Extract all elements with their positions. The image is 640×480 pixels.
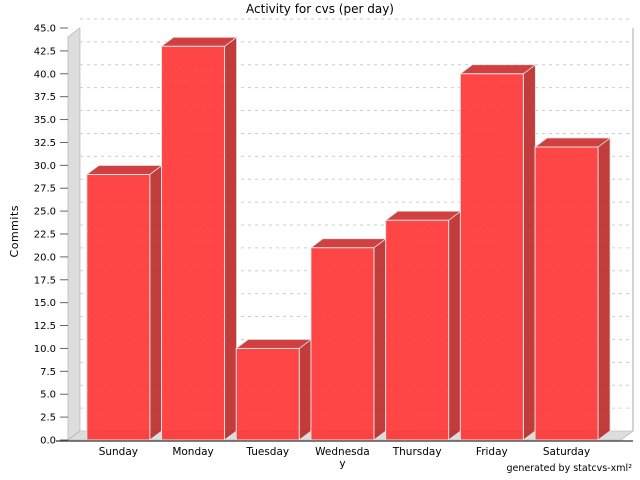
y-tick-label: 12.5: [34, 321, 56, 332]
bar-wednesday-top: [309, 238, 388, 249]
bar-friday-top: [459, 64, 537, 75]
bar-friday-side: [522, 63, 536, 441]
y-tick-label: 22.5: [34, 230, 56, 241]
y-tick-label: 35.0: [34, 115, 56, 126]
x-category-label: Sunday: [99, 446, 138, 458]
y-tick-label: 5.0: [40, 390, 56, 401]
bar-monday-side: [224, 36, 237, 441]
x-category-label: Friday: [476, 446, 508, 458]
y-tick-label: 25.0: [34, 207, 56, 218]
y-tick-label: 30.0: [34, 161, 56, 172]
y-tick-label: 17.5: [34, 275, 56, 286]
y-tick-label: 27.5: [34, 184, 56, 195]
bar-wednesday-side: [373, 237, 387, 441]
y-tick-label: 2.5: [40, 413, 56, 424]
bar-wednesday: [310, 247, 375, 441]
x-category-label: Saturday: [543, 446, 590, 458]
bar-tuesday: [235, 347, 300, 441]
y-tick-label: 40.0: [34, 69, 56, 80]
bar-tuesday-top: [235, 339, 313, 349]
bar-thursday-side: [448, 210, 462, 441]
y-tick-label: 37.5: [34, 92, 56, 103]
bar-sunday: [86, 173, 151, 441]
bar-friday: [459, 73, 524, 441]
left-wall: [67, 27, 81, 441]
y-tick-label: 42.5: [34, 46, 56, 57]
bar-monday: [161, 45, 226, 441]
bar-saturday: [534, 146, 599, 441]
bar-tuesday-side: [298, 338, 312, 441]
bar-saturday-top: [533, 137, 612, 148]
y-tick-label: 45.0: [34, 24, 56, 35]
x-category-label: Wednesda y: [315, 446, 370, 470]
y-tick-label: 7.5: [40, 367, 56, 378]
y-tick-label: 15.0: [34, 298, 56, 309]
x-category-label: Tuesday: [245, 446, 289, 458]
x-category-label: Thursday: [392, 446, 442, 458]
chart-title: Activity for cvs (per day): [246, 2, 394, 16]
y-tick-label: 20.0: [34, 252, 56, 263]
bar-sunday-top: [85, 165, 164, 175]
bar-sunday-side: [149, 164, 163, 441]
x-category-label: Monday: [172, 446, 213, 458]
y-tick-label: 32.5: [34, 138, 56, 149]
bar-monday-top: [160, 36, 238, 47]
y-tick-label: 10.0: [34, 344, 56, 355]
generator-credit: generated by statcvs-xml²: [506, 463, 632, 474]
y-tick-label: 0.0: [40, 436, 56, 447]
bar-saturday-side: [597, 137, 611, 441]
bar-thursday: [385, 219, 450, 441]
bar-thursday-top: [384, 210, 462, 221]
